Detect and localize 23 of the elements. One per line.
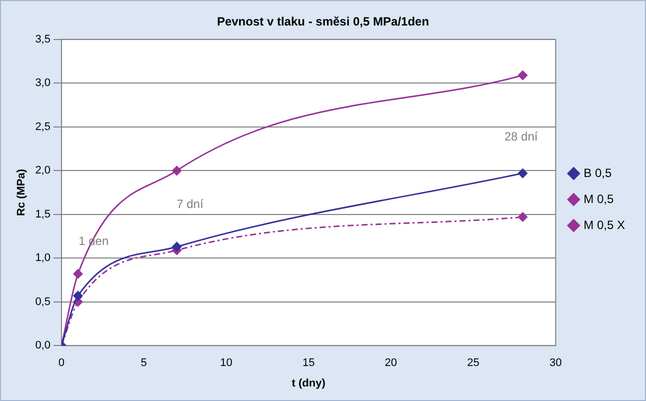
y-tick-label: 2,5 <box>35 120 50 133</box>
chart-title: Pevnost v tlaku - směsi 0,5 MPa/1den <box>216 14 430 29</box>
legend-label: M 0,5 <box>584 192 614 206</box>
y-tick-label: 1,0 <box>35 252 50 264</box>
x-tick-label: 15 <box>302 357 315 370</box>
y-tick-label: 2,0 <box>35 164 50 177</box>
legend-label: M 0,5 X <box>584 218 626 232</box>
y-tick-label: 0,0 <box>35 340 50 352</box>
legend-label: B 0,5 <box>584 166 612 180</box>
x-tick-label: 5 <box>140 357 147 370</box>
y-tick-label: 3,5 <box>35 33 50 46</box>
annotation: 28 dní <box>504 130 538 144</box>
y-axis-title: Rc (MPa) <box>16 168 28 216</box>
y-tick-label: 0,5 <box>35 296 50 308</box>
x-tick-label: 30 <box>550 357 562 370</box>
annotation: 7 dní <box>176 197 204 212</box>
y-tick-label: 3,0 <box>35 77 50 90</box>
y-tick-label: 1,5 <box>35 208 50 220</box>
x-tick-label: 25 <box>467 357 480 370</box>
x-tick-label: 10 <box>220 357 232 370</box>
x-tick-label: 20 <box>384 357 398 370</box>
x-tick-label: 0 <box>58 357 65 370</box>
x-axis-title: t (dny) <box>292 377 326 390</box>
